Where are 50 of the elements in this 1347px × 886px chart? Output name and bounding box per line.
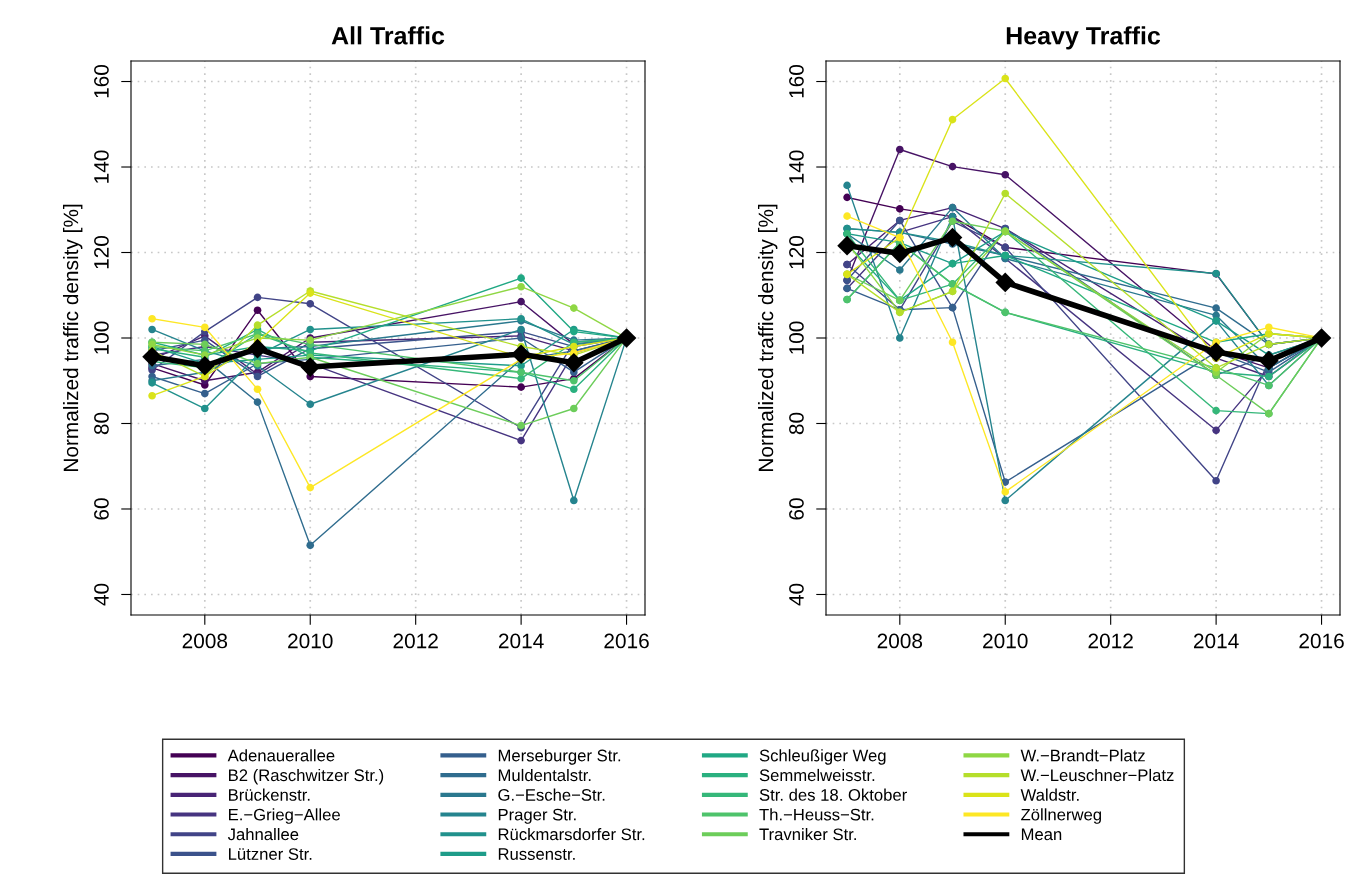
x-tick-label: 2008: [877, 633, 923, 649]
x-tick-label: 2014: [1193, 633, 1239, 649]
legend-label: W.−Leuschner−Platz: [1020, 768, 1174, 782]
y-tick-label: 140: [789, 150, 804, 183]
x-tick-label: 2012: [1088, 633, 1133, 649]
y-tick-label: 100: [94, 321, 109, 354]
legend-label: Merseburger Str.: [498, 749, 621, 765]
y-tick-label: 80: [789, 412, 804, 435]
legend-label: Brückenstr.: [229, 788, 310, 801]
legend-label: Jahnallee: [227, 828, 299, 841]
legend-label: W.−Brandt−Platz: [1020, 749, 1145, 762]
x-tick-label: 2016: [604, 633, 649, 649]
y-tick-label: 120: [94, 235, 109, 269]
legend-label: Muldentalstr.: [498, 768, 591, 782]
x-tick-label: 2012: [393, 633, 438, 649]
y-tick-label: 40: [94, 583, 109, 606]
legend-label: Prager Str.: [498, 808, 576, 824]
legend-label: Mean: [1021, 828, 1062, 841]
chart-title: All Traffic: [331, 26, 445, 45]
legend-label: Russenstr.: [498, 848, 575, 860]
legend-label: Rückmarsdorfer Str.: [498, 828, 645, 841]
y-tick-label: 140: [94, 150, 109, 183]
y-tick-label: 40: [789, 583, 804, 606]
legend-label: G.−Esche−Str.: [498, 788, 605, 801]
y-tick-label: 160: [789, 64, 804, 98]
y-tick-label: 60: [789, 498, 804, 520]
x-tick-label: 2010: [983, 633, 1028, 649]
y-tick-label: 80: [94, 412, 109, 435]
legend-label: Waldstr.: [1020, 788, 1079, 801]
legend-label: Schleußiger Weg: [759, 749, 886, 765]
chart-title: Heavy Traffic: [1006, 26, 1161, 50]
y-tick-label: 160: [94, 64, 109, 98]
legend-label: Str. des 18. Oktober: [759, 788, 907, 801]
x-tick-label: 2010: [288, 633, 333, 649]
y-tick-label: 120: [789, 235, 804, 269]
legend-label: Semmelweisstr.: [759, 768, 875, 782]
x-tick-label: 2008: [182, 633, 228, 649]
legend-label: B2 (Raschwitzer Str.): [229, 768, 384, 785]
y-tick-label: 60: [94, 498, 109, 520]
legend-label: E.−Grieg−Allee: [229, 808, 340, 824]
y-axis-title: Normalized traffic density [%]: [62, 204, 83, 471]
legend-label: Travniker Str.: [759, 828, 856, 841]
x-tick-label: 2014: [498, 633, 544, 649]
x-tick-label: 2016: [1299, 633, 1344, 649]
legend-label: Lützner Str.: [229, 848, 312, 860]
legend-label: Zöllnerweg: [1021, 808, 1102, 824]
y-tick-label: 100: [789, 321, 804, 354]
y-axis-title: Normalized traffic density [%]: [757, 204, 778, 471]
legend-label: Th.−Heuss−Str.: [759, 808, 874, 821]
legend-label: Adenauerallee: [227, 749, 335, 762]
